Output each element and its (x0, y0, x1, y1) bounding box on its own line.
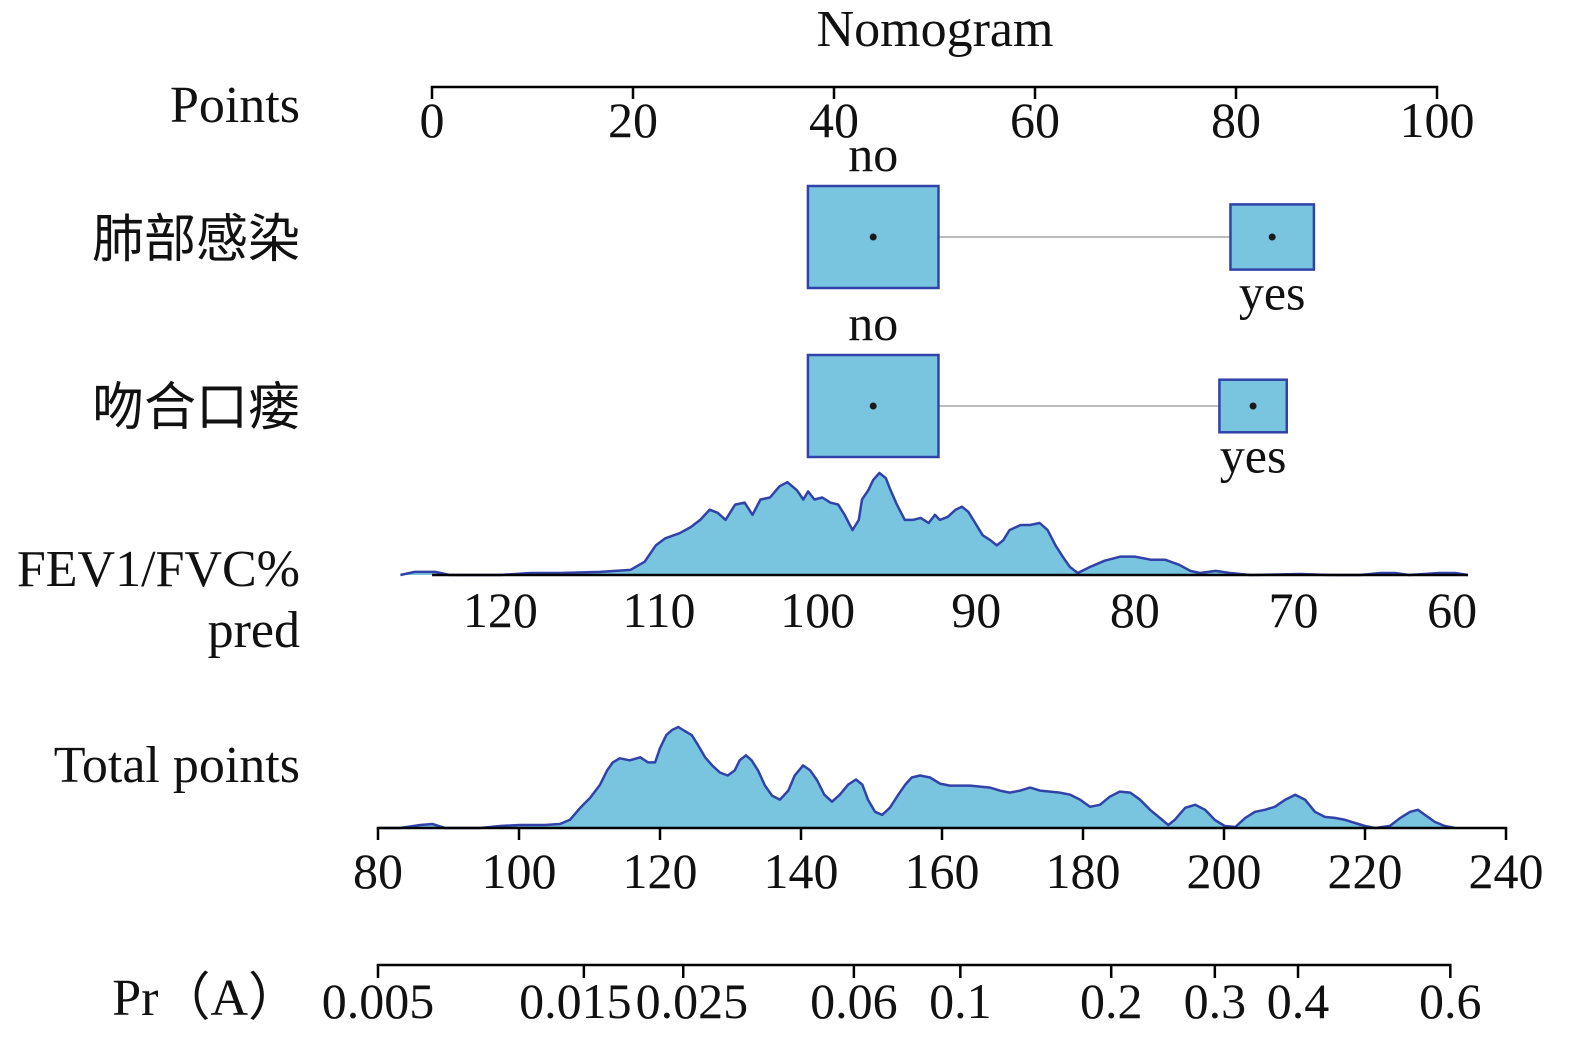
fev1-tick-label: 110 (622, 582, 695, 638)
level-box-no (806, 353, 940, 459)
fev1-tick-label: 70 (1268, 582, 1318, 638)
fev1-tick-label: 90 (951, 582, 1001, 638)
probability-tick-label: 0.1 (929, 973, 992, 1029)
total-points-label: Total points (54, 737, 300, 794)
fev1-tick-label: 100 (780, 582, 855, 638)
level-point-marker (1249, 402, 1257, 410)
level-point-marker (869, 402, 877, 410)
fev1-tick-label: 60 (1427, 582, 1477, 638)
probability-tick-label: 0.06 (810, 973, 898, 1029)
points-tick-label: 20 (608, 92, 658, 148)
fev1-density-area (400, 473, 1468, 575)
points-tick-label: 80 (1211, 92, 1261, 148)
chart-title: Nomogram (817, 1, 1054, 58)
fev1-tick-label: 120 (463, 582, 538, 638)
level-label-yes: yes (1239, 265, 1306, 321)
total-points-tick-label: 120 (623, 843, 698, 899)
fev1-tick-label: 80 (1110, 582, 1160, 638)
probability-tick-label: 0.3 (1184, 973, 1247, 1029)
points-tick-label: 100 (1400, 92, 1475, 148)
probability-tick-label: 0.6 (1419, 973, 1482, 1029)
total-points-density-curve (378, 725, 1456, 830)
anastomotic-fistula-row-label: 吻合口瘘 (92, 380, 300, 437)
categorical-variables: no yes no yes (806, 126, 1316, 483)
fev1-row-label-line-1: FEV1/FVC% (17, 541, 300, 598)
level-label-yes: yes (1220, 427, 1287, 483)
total-points-tick-label: 160 (905, 843, 980, 899)
lung-infection-row-label: 肺部感染 (92, 212, 300, 269)
total-points-scale: 80 100 120 140 160 180 200 220 240 (353, 725, 1544, 899)
total-points-tick-label: 220 (1328, 843, 1403, 899)
level-point-marker (1268, 233, 1276, 241)
probability-tick-label: 0.015 (519, 973, 632, 1029)
probability-tick-label: 0.2 (1080, 973, 1143, 1029)
points-tick-label: 0 (420, 92, 445, 148)
probability-scale: 0.005 0.015 0.025 0.06 0.1 0.2 0.3 0.4 0.6 (322, 963, 1482, 1029)
points-tick-label: 60 (1010, 92, 1060, 148)
points-scale-label: Points (170, 77, 300, 134)
total-points-tick-label: 100 (482, 843, 557, 899)
points-scale: 0 20 40 60 80 100 (420, 85, 1475, 148)
probability-label: Pr（A） (112, 970, 300, 1027)
fev1-density-curve (400, 471, 1469, 577)
level-label-no: no (848, 295, 898, 351)
total-points-tick-label: 200 (1187, 843, 1262, 899)
level-label-no: no (848, 126, 898, 182)
total-points-tick-label: 180 (1046, 843, 1121, 899)
points-tick-label: 40 (809, 92, 859, 148)
fev1-scale: 120 110 100 90 80 70 60 (400, 471, 1477, 638)
total-points-tick-label: 140 (764, 843, 839, 899)
total-points-tick-label: 80 (353, 843, 403, 899)
probability-tick-label: 0.025 (636, 973, 749, 1029)
fev1-row-label-line-2: pred (208, 602, 300, 659)
probability-tick-label: 0.005 (322, 973, 435, 1029)
probability-tick-label: 0.4 (1267, 973, 1330, 1029)
level-point-marker (869, 233, 877, 241)
total-points-tick-label: 240 (1469, 843, 1544, 899)
